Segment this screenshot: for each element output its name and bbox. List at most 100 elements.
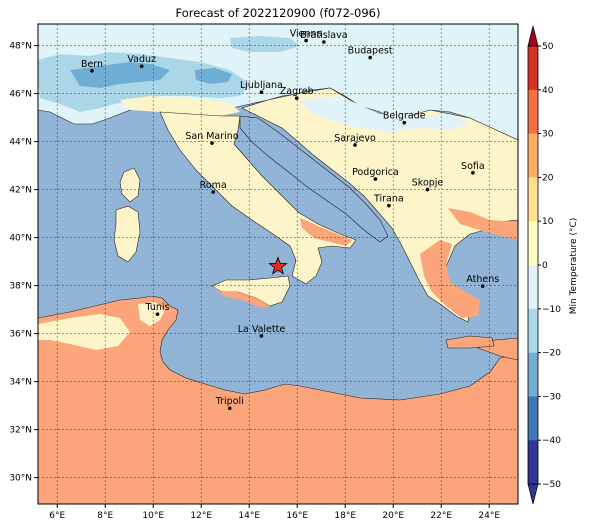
lat-tick-label: 30°N <box>9 474 32 484</box>
lon-tick-label: 16°E <box>286 511 308 521</box>
lat-tick-label: 34°N <box>9 378 32 388</box>
colorbar-extend-min <box>527 483 539 505</box>
city-dot <box>155 312 160 316</box>
crete-land <box>445 335 495 349</box>
colorbar-tick-label: −50 <box>542 480 561 490</box>
lat-tick-label: 44°N <box>9 138 32 148</box>
city-dot <box>373 177 378 181</box>
city-label: Zagreb <box>280 86 314 97</box>
city-label: San Marino <box>185 131 238 142</box>
city-label: Skopje <box>412 178 444 189</box>
balkans-cold-north <box>300 96 470 132</box>
city-label: Tunis <box>145 302 170 313</box>
colorbar-tick-label: −30 <box>542 392 561 402</box>
colorbar-segment <box>528 396 538 441</box>
city-dot <box>402 120 407 125</box>
city-dot <box>480 284 485 288</box>
colorbar-segment <box>528 221 538 266</box>
city-label: Belgrade <box>383 111 426 122</box>
city-label: Sarajevo <box>334 133 376 144</box>
lon-tick-label: 14°E <box>238 511 260 521</box>
alps-coldest-band <box>70 62 170 88</box>
city-dot <box>259 90 264 94</box>
city-label: Bern <box>81 59 103 70</box>
lon-tick-label: 8°E <box>97 511 113 521</box>
tunisia-mild-patch <box>138 302 165 326</box>
city-label: Vaduz <box>127 54 156 65</box>
colorbar-segment <box>528 46 538 91</box>
colorbar-label: Min Temperature (°C) <box>569 218 579 315</box>
alps-cold-band <box>38 52 250 112</box>
coordinate-grid <box>38 24 518 504</box>
colorbar-tick-label: 30 <box>542 130 554 140</box>
corsica-land <box>119 167 141 203</box>
city-dot <box>294 96 299 100</box>
colorbar-segment <box>528 89 538 134</box>
city-dot <box>210 141 214 145</box>
city-label: Bratislava <box>300 30 347 41</box>
city-dot <box>322 40 326 44</box>
colorbar-tick-label: 10 <box>542 217 554 227</box>
city-dot <box>471 171 475 175</box>
aegean-warm-coast <box>448 208 518 240</box>
city-label: Tripoli <box>215 396 244 407</box>
colorbar-extend-max <box>527 25 539 47</box>
colorbar-tick-label: 20 <box>542 173 554 183</box>
city-dot <box>211 190 215 194</box>
colorbar-segment <box>528 177 538 222</box>
europe-north-land <box>38 24 518 141</box>
colorbar-tick-label: −20 <box>542 349 561 359</box>
city-dot <box>227 406 232 411</box>
lon-tick-label: 22°E <box>430 511 452 521</box>
city-dot <box>425 187 430 192</box>
city-dot <box>387 203 391 208</box>
lat-tick-label: 38°N <box>9 282 32 292</box>
sardinia-land <box>113 205 141 263</box>
alps-coldest-band-2 <box>195 68 232 84</box>
lon-tick-label: 12°E <box>190 511 212 521</box>
map-frame <box>37 23 519 505</box>
city-label: Athens <box>466 274 499 285</box>
city-label: Vienna <box>290 29 323 40</box>
lat-tick-label: 32°N <box>9 426 32 436</box>
colorbar-tick-label: 50 <box>542 42 554 52</box>
lon-tick-label: 24°E <box>478 511 500 521</box>
north-africa-mild-patch <box>38 314 130 350</box>
colorbar-segment <box>528 265 538 310</box>
colorbar-tick-label: 0 <box>542 261 548 271</box>
lat-tick-label: 40°N <box>9 234 32 244</box>
sicily-warm <box>212 286 270 308</box>
city-label: Sofia <box>461 161 485 172</box>
lon-tick-label: 10°E <box>142 511 164 521</box>
carpathian-cold-band <box>230 36 300 52</box>
city-label: Podgorica <box>352 167 399 178</box>
colorbar: 50 40 30 20 10 0 −10 −20 −30 −40 −50 <box>527 25 561 505</box>
lat-tick-label: 48°N <box>9 42 32 52</box>
north-africa-land <box>38 295 518 504</box>
lat-tick-label: 36°N <box>9 330 32 340</box>
colorbar-segment <box>528 352 538 397</box>
city-label: Roma <box>200 180 227 191</box>
axis-ticks: 6°E 8°E 10°E 12°E 14°E 16°E 18°E 20°E 22°E 24°E 48… <box>9 42 500 521</box>
city-dot <box>368 55 372 60</box>
city-dot <box>353 143 357 147</box>
lon-tick-label: 18°E <box>334 511 356 521</box>
italy-warm-coast <box>300 218 352 246</box>
colorbar-tick-label: −40 <box>542 436 561 446</box>
target-star-marker <box>268 256 288 275</box>
lat-tick-label: 46°N <box>9 90 32 100</box>
city-label: Ljubljana <box>240 80 283 91</box>
colorbar-tick-label: 40 <box>542 86 554 96</box>
city-dot <box>304 38 308 43</box>
city-label: Budapest <box>348 46 393 57</box>
red-star-icon <box>268 256 288 275</box>
city-label: La Valette <box>238 324 286 335</box>
lon-tick-label: 20°E <box>382 511 404 521</box>
map-title: Forecast of 2022120900 (f072-096) <box>175 6 381 20</box>
lat-tick-label: 42°N <box>9 186 32 196</box>
city-label: Tirana <box>373 194 404 205</box>
colorbar-segment <box>528 133 538 178</box>
lon-tick-label: 6°E <box>49 511 65 521</box>
greece-warm-coast <box>420 240 480 318</box>
